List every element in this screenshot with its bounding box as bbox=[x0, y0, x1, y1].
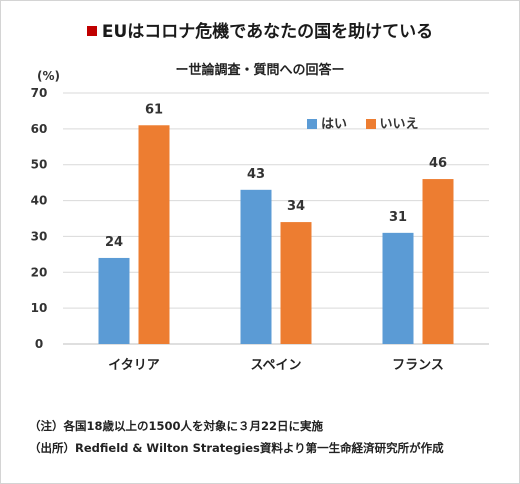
legend-label-yes: はい bbox=[321, 117, 348, 132]
y-tick-label: 10 bbox=[31, 301, 48, 315]
red-square-icon bbox=[86, 26, 97, 36]
y-tick-label: 20 bbox=[31, 265, 48, 279]
legend: はい いいえ bbox=[307, 113, 433, 132]
x-tick-label: スペイン bbox=[250, 358, 301, 373]
x-tick-label: フランス bbox=[392, 358, 444, 373]
legend-item-yes: はい bbox=[307, 117, 347, 132]
y-tick-label: 50 bbox=[31, 158, 48, 172]
data-label: 34 bbox=[287, 199, 305, 214]
legend-swatch-yes bbox=[307, 119, 317, 129]
legend-swatch-no bbox=[365, 119, 376, 129]
footnotes: （注）各国18歳以上の1500人を対象に３月22日に実施 （出所）Redfiel… bbox=[29, 415, 444, 459]
bar bbox=[138, 125, 170, 345]
data-label: 61 bbox=[145, 102, 163, 117]
footnote-source: （出所）Redfield & Wilton Strategies資料より第一生命… bbox=[29, 441, 444, 455]
data-label: 31 bbox=[389, 210, 407, 225]
bar bbox=[382, 232, 414, 344]
y-tick-label: 60 bbox=[31, 122, 48, 136]
bar bbox=[422, 179, 454, 344]
chart-title: EUはコロナ危機であなたの国を助けている bbox=[1, 17, 519, 42]
y-tick-label: 30 bbox=[31, 229, 48, 243]
bar bbox=[280, 222, 312, 344]
y-tick-label: 0 bbox=[35, 337, 43, 351]
legend-label-no: いいえ bbox=[379, 117, 419, 132]
bar bbox=[98, 257, 130, 344]
chart-subtitle: ー世論調査・質問への回答ー bbox=[175, 63, 345, 78]
footnote-survey: （注）各国18歳以上の1500人を対象に３月22日に実施 bbox=[29, 419, 324, 433]
title-text: EUはコロナ危機であなたの国を助けている bbox=[101, 22, 434, 42]
y-tick-label: 40 bbox=[31, 194, 48, 208]
x-tick-label: イタリア bbox=[108, 358, 159, 373]
legend-item-no: いいえ bbox=[365, 117, 419, 132]
y-tick-label: 70 bbox=[31, 86, 48, 100]
bar bbox=[240, 189, 272, 344]
data-label: 43 bbox=[247, 167, 265, 182]
y-axis-unit: (%) bbox=[37, 69, 60, 83]
data-label: 24 bbox=[105, 235, 123, 250]
data-label: 46 bbox=[429, 156, 447, 171]
